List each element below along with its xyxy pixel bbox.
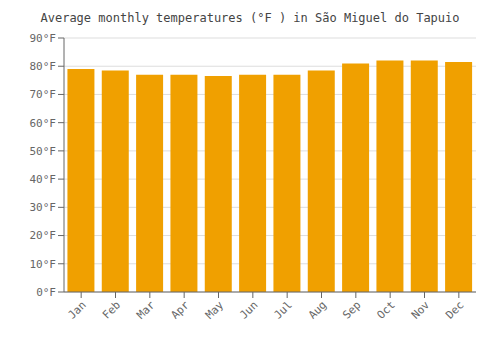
svg-text:Nov: Nov	[409, 298, 433, 322]
svg-text:90°F: 90°F	[30, 32, 57, 45]
svg-text:Aug: Aug	[306, 298, 329, 321]
svg-text:60°F: 60°F	[30, 117, 57, 130]
svg-text:Feb: Feb	[100, 298, 123, 321]
svg-text:70°F: 70°F	[30, 88, 57, 101]
svg-text:May: May	[203, 298, 227, 322]
svg-text:0°F: 0°F	[36, 286, 56, 299]
svg-text:Dec: Dec	[443, 298, 466, 321]
svg-text:Jan: Jan	[66, 298, 89, 321]
html-text:Average monthly temperatures (: Average monthly temperatures (°F ) in Sã…	[40, 11, 460, 25]
svg-text:Sep: Sep	[340, 298, 363, 321]
svg-text:Oct: Oct	[375, 298, 398, 321]
svg-text:Jul: Jul	[272, 298, 295, 321]
svg-text:Jun: Jun	[237, 298, 260, 321]
svg-text:80°F: 80°F	[30, 60, 57, 73]
svg-text:Apr: Apr	[169, 298, 193, 322]
svg-text:30°F: 30°F	[30, 201, 57, 214]
svg-text:50°F: 50°F	[30, 145, 57, 158]
svg-text:20°F: 20°F	[30, 229, 57, 242]
svg-text:10°F: 10°F	[30, 258, 57, 271]
svg-text:Mar: Mar	[134, 298, 158, 322]
svg-text:40°F: 40°F	[30, 173, 57, 186]
